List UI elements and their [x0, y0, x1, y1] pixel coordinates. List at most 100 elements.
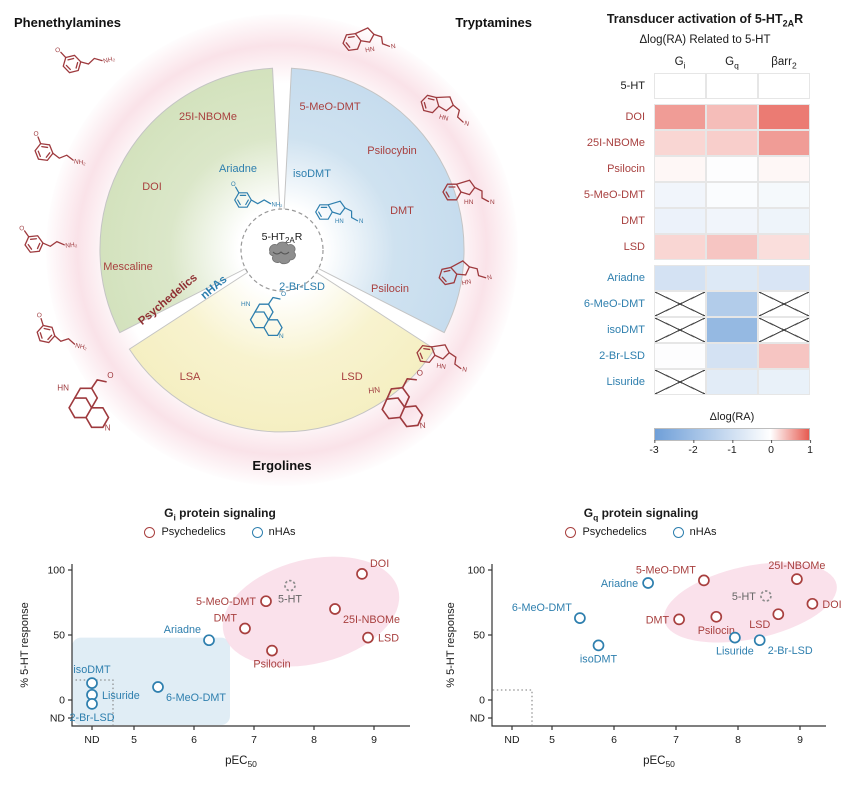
- nd-divider: [492, 689, 533, 727]
- point-label: 25I-NBOMe: [343, 614, 400, 626]
- heatmap-cell: [654, 155, 706, 182]
- point-label: Ariadne: [601, 578, 638, 590]
- nhas-legend-dot-icon: [251, 526, 263, 538]
- gq-scatter-plot: ND 5 6 7 8 9 ND 0 50 100 % 5-HT response pEC50 5-MeO…: [445, 560, 842, 769]
- heatmap-cell-nd: [654, 316, 706, 343]
- point-label: DOI: [370, 558, 389, 570]
- y-tick-label: 100: [467, 565, 485, 577]
- heatmap-cell: [706, 181, 758, 208]
- heatmap-cell: [654, 264, 706, 291]
- point-label: Psilocin: [698, 625, 735, 637]
- point-label: isoDMT: [73, 664, 111, 676]
- point-LSD: [362, 632, 374, 644]
- point-label: Psilocin: [253, 659, 290, 671]
- heatmap-cell: [654, 342, 706, 369]
- gi-scatter-title: Gi protein signaling: [164, 506, 276, 523]
- heatmap-column-header: βarr2: [771, 55, 797, 70]
- heatmap-cell: [654, 181, 706, 208]
- point-LSD: [772, 608, 785, 621]
- point-label: DMT: [214, 613, 238, 625]
- heatmap-row-label: Lisuride: [606, 375, 645, 388]
- heatmap-cell: [758, 264, 810, 291]
- y-tick-label: 50: [53, 630, 65, 642]
- heatmap-cell: [654, 207, 706, 234]
- point-label: DMT: [646, 615, 670, 627]
- legend-label: Psychedelics: [161, 526, 226, 539]
- heatmap-column-header: Gq: [725, 55, 739, 70]
- heatmap-cell: [758, 103, 810, 130]
- molecule-icon: [53, 33, 117, 77]
- wheel-item-psilocin: Psilocin: [371, 283, 409, 295]
- colorbar-ticks: -3 -2 -1 0 1: [649, 439, 813, 459]
- heatmap-cell: [758, 181, 810, 208]
- legend-item-nhas: nHAs: [672, 526, 717, 539]
- nha-region: [72, 637, 230, 726]
- y-tick-label: ND: [470, 713, 486, 725]
- heatmap-cell-nd: [758, 290, 810, 317]
- point-5-HT: [760, 590, 772, 603]
- x-tick-label: 9: [371, 734, 377, 746]
- heatmap-cell: [706, 129, 758, 156]
- wheel-item-psilocybin: Psilocybin: [367, 145, 417, 157]
- point-2-Br-LSD: [753, 634, 766, 647]
- point-Lisuride: [729, 632, 741, 644]
- series-5-HT: 5-HT: [732, 590, 772, 603]
- sector-phenethylamines: [99, 67, 283, 334]
- gq-legend: Psychedelics nHAs: [440, 526, 842, 538]
- x-tick-label: 5: [131, 734, 137, 746]
- x-tick-label: 8: [735, 734, 741, 746]
- heatmap-row: Psilocin: [570, 155, 854, 182]
- point-label: 5-MeO-DMT: [196, 597, 256, 609]
- heatmap-row-label: 5-MeO-DMT: [583, 188, 645, 201]
- gq-scatter-title: Gq protein signaling: [583, 506, 699, 523]
- wheel-item-doi: DOI: [142, 181, 162, 193]
- gi-scatter-panel: Gi protein signaling Psychedelics nHAs N…: [14, 506, 426, 793]
- heatmap-cell: [758, 233, 810, 260]
- point-25I-NBOMe: [791, 573, 803, 586]
- point-label: Lisuride: [102, 690, 140, 702]
- point-Ariadne: [203, 634, 215, 647]
- heatmap-row: 6-MeO-DMT: [570, 290, 854, 317]
- heatmap-subtitle: Δlog(RA) Related to 5-HT: [639, 33, 771, 46]
- wheel-item-mescaline: Mescaline: [103, 261, 153, 273]
- point-label: isoDMT: [580, 654, 618, 666]
- x-tick-label: 7: [673, 734, 679, 746]
- point-isoDMT: [592, 639, 605, 652]
- heatmap-cell: [758, 129, 810, 156]
- legend-label: nHAs: [689, 526, 717, 539]
- heatmap-row-label: 2-Br-LSD: [599, 349, 645, 362]
- x-tick-label: 7: [251, 734, 257, 746]
- point-6-MeO-DMT: [152, 681, 164, 694]
- series-Psychedelics: DOI 5-MeO-DMT 25I-NBOMe DMT LSD Psilocin: [196, 558, 400, 671]
- wheel-item-5meo-dmt: 5-MeO-DMT: [299, 101, 360, 113]
- point-label: 5-HT: [278, 594, 302, 606]
- receptor-label: 5-HT2AR: [262, 231, 303, 245]
- heatmap-grid: Gi Gq βarr2 5-HT DOI 25I-NBOMe Psilocin 5-MeO-D…: [570, 56, 854, 395]
- point-25I-NBOMe: [329, 603, 341, 616]
- heatmap-row-label: Ariadne: [607, 271, 645, 284]
- heatmap-row: DOI: [570, 103, 854, 130]
- wheel-item-dmt: DMT: [390, 205, 414, 217]
- gq-scatter-panel: Gq protein signaling Psychedelics nHAs N…: [440, 506, 842, 793]
- wheel-item-25i-nbome: 25I-NBOMe: [179, 111, 237, 123]
- legend-label: nHAs: [268, 526, 296, 539]
- y-tick-label: 100: [47, 565, 65, 577]
- heatmap-cell: [758, 155, 810, 182]
- point-DMT: [673, 613, 685, 626]
- y-axis-title: % 5-HT response: [19, 603, 31, 688]
- sector-tryptamines: [281, 67, 465, 334]
- legend-item-psychedelics: Psychedelics: [565, 526, 647, 538]
- x-tick-label: ND: [84, 734, 100, 746]
- x-tick-label: 9: [797, 734, 803, 746]
- heatmap-cell: [758, 368, 810, 395]
- heatmap-row-label: 5-HT: [620, 79, 645, 92]
- heatmap-cell: [654, 103, 706, 130]
- heatmap-row-label: LSD: [623, 240, 645, 253]
- colorbar-tick: -2: [688, 439, 698, 456]
- gi-scatter-plot: ND 5 6 7 8 9 ND 0 50 100 % 5-HT response pEC50 DOI 5-…: [19, 557, 410, 769]
- point-Ariadne: [642, 577, 654, 590]
- heatmap-cell-nd: [654, 290, 706, 317]
- gi-legend: Psychedelics nHAs: [14, 526, 426, 538]
- heatmap-cell: [758, 207, 810, 234]
- heatmap-row: DMT: [570, 207, 854, 234]
